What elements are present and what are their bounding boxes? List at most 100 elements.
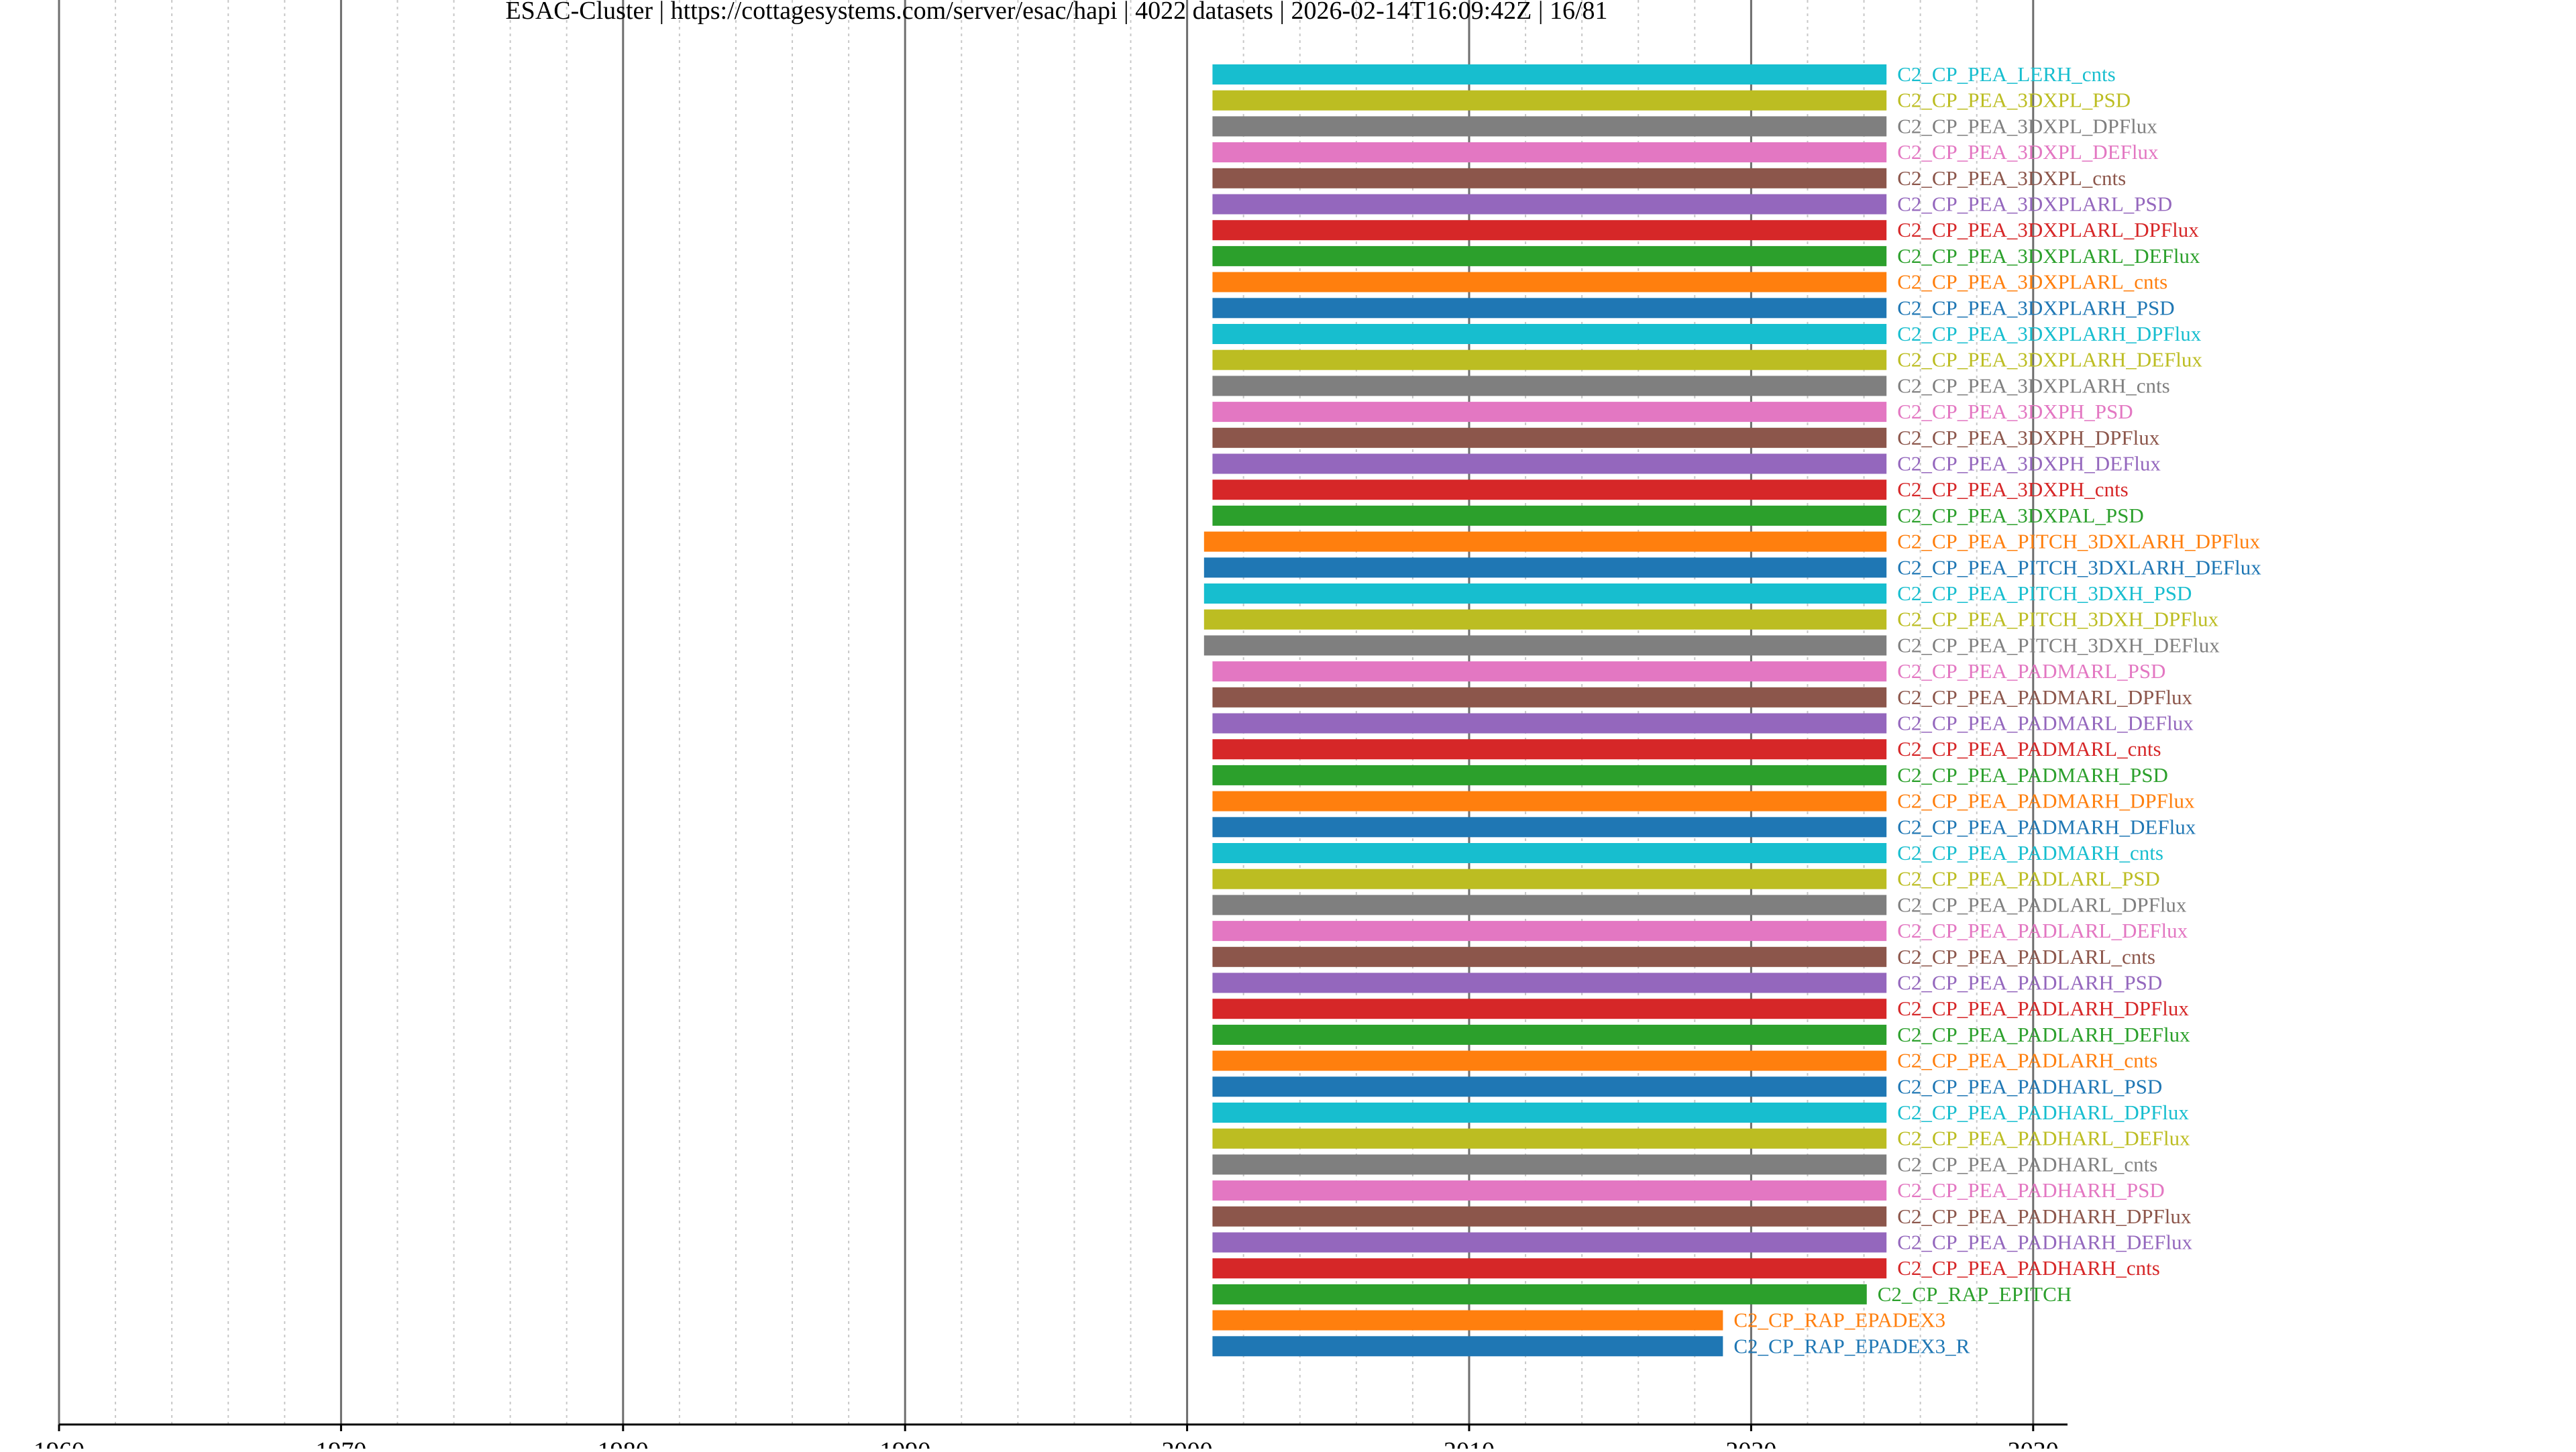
bar-label-C2_CP_PEA_PADHARH_DEFlux: C2_CP_PEA_PADHARH_DEFlux: [1897, 1231, 2192, 1254]
x-tick-label-1980: 1980: [598, 1437, 649, 1449]
bar-C2_CP_PEA_PADLARH_cnts: [1212, 1050, 1887, 1071]
bar-C2_CP_PEA_3DXPL_PSD: [1212, 90, 1887, 111]
x-tick-label-2030: 2030: [2008, 1437, 2059, 1449]
bar-C2_CP_RAP_EPADEX3: [1212, 1310, 1723, 1331]
bar-label-C2_CP_PEA_PADMARL_cnts: C2_CP_PEA_PADMARL_cnts: [1897, 737, 2161, 761]
bar-label-C2_CP_PEA_3DXPL_PSD: C2_CP_PEA_3DXPL_PSD: [1897, 89, 2131, 112]
x-tick-label-2010: 2010: [1444, 1437, 1495, 1449]
bar-C2_CP_PEA_PADMARH_DEFlux: [1212, 817, 1887, 838]
bar-C2_CP_PEA_PADHARH_DEFlux: [1212, 1232, 1887, 1253]
bar-label-C2_CP_PEA_3DXPH_DPFlux: C2_CP_PEA_3DXPH_DPFlux: [1897, 426, 2160, 449]
bar-label-C2_CP_PEA_PADMARH_DEFlux: C2_CP_PEA_PADMARH_DEFlux: [1897, 815, 2196, 838]
bar-C2_CP_PEA_3DXPLARH_DPFlux: [1212, 324, 1887, 344]
chart-title: ESAC-Cluster | https://cottagesystems.co…: [505, 0, 1607, 25]
bar-label-C2_CP_PEA_PADLARH_DPFlux: C2_CP_PEA_PADLARH_DPFlux: [1897, 997, 2189, 1020]
bar-C2_CP_PEA_PADMARL_DEFlux: [1212, 713, 1887, 734]
bar-label-C2_CP_PEA_PADMARL_PSD: C2_CP_PEA_PADMARL_PSD: [1897, 659, 2165, 683]
bar-C2_CP_PEA_PITCH_3DXH_DPFlux: [1203, 609, 1887, 630]
bar-C2_CP_PEA_PITCH_3DXH_DEFlux: [1203, 635, 1887, 656]
bar-label-C2_CP_PEA_PADHARL_DEFlux: C2_CP_PEA_PADHARL_DEFlux: [1897, 1127, 2190, 1150]
bar-label-C2_CP_PEA_3DXPH_PSD: C2_CP_PEA_3DXPH_PSD: [1897, 400, 2133, 423]
bar-C2_CP_PEA_3DXPL_DPFlux: [1212, 116, 1887, 137]
bar-label-C2_CP_PEA_3DXPLARH_PSD: C2_CP_PEA_3DXPLARH_PSD: [1897, 296, 2174, 319]
bar-label-C2_CP_PEA_3DXPLARL_PSD: C2_CP_PEA_3DXPLARL_PSD: [1897, 192, 2172, 216]
bar-label-C2_CP_PEA_PADHARL_PSD: C2_CP_PEA_PADHARL_PSD: [1897, 1074, 2162, 1098]
bar-C2_CP_PEA_3DXPH_DPFlux: [1212, 427, 1887, 448]
bar-C2_CP_PEA_3DXPLARH_PSD: [1212, 298, 1887, 319]
bar-label-C2_CP_PEA_3DXPLARH_DPFlux: C2_CP_PEA_3DXPLARH_DPFlux: [1897, 322, 2202, 345]
bar-C2_CP_PEA_PADLARL_PSD: [1212, 869, 1887, 889]
bar-label-C2_CP_PEA_PITCH_3DXH_DPFlux: C2_CP_PEA_PITCH_3DXH_DPFlux: [1897, 608, 2218, 631]
bar-label-C2_CP_PEA_PADHARL_DPFlux: C2_CP_PEA_PADHARL_DPFlux: [1897, 1101, 2189, 1124]
bar-C2_CP_PEA_3DXPLARL_cnts: [1212, 272, 1887, 292]
bar-C2_CP_PEA_PADHARH_PSD: [1212, 1180, 1887, 1201]
bar-label-C2_CP_PEA_PADHARH_PSD: C2_CP_PEA_PADHARH_PSD: [1897, 1178, 2165, 1202]
bar-label-C2_CP_PEA_3DXPAL_PSD: C2_CP_PEA_3DXPAL_PSD: [1897, 504, 2144, 527]
bar-C2_CP_PEA_PADMARH_cnts: [1212, 843, 1887, 863]
bar-label-C2_CP_RAP_EPITCH: C2_CP_RAP_EPITCH: [1878, 1282, 2072, 1306]
bar-C2_CP_PEA_3DXPL_DEFlux: [1212, 142, 1887, 163]
bar-label-C2_CP_PEA_3DXPLARL_cnts: C2_CP_PEA_3DXPLARL_cnts: [1897, 270, 2167, 294]
bar-C2_CP_PEA_PADLARH_DPFlux: [1212, 999, 1887, 1019]
bar-label-C2_CP_PEA_3DXPLARH_DEFlux: C2_CP_PEA_3DXPLARH_DEFlux: [1897, 348, 2202, 372]
x-axis-ticks: 1960 1970 1980 1990 2000 2010 2020 2030: [34, 1425, 2059, 1452]
bar-label-C2_CP_PEA_PITCH_3DXLARH_DEFlux: C2_CP_PEA_PITCH_3DXLARH_DEFlux: [1897, 555, 2261, 579]
bar-label-C2_CP_PEA_PITCH_3DXH_PSD: C2_CP_PEA_PITCH_3DXH_PSD: [1897, 581, 2192, 605]
bar-C2_CP_PEA_3DXPAL_PSD: [1212, 505, 1887, 526]
dataset-labels: C2_CP_PEA_LERH_cntsC2_CP_PEA_3DXPL_PSDC2…: [1733, 62, 2261, 1357]
bar-label-C2_CP_PEA_PADLARH_DEFlux: C2_CP_PEA_PADLARH_DEFlux: [1897, 1023, 2190, 1046]
bar-label-C2_CP_PEA_3DXPLARL_DEFlux: C2_CP_PEA_3DXPLARL_DEFlux: [1897, 244, 2200, 268]
bar-label-C2_CP_PEA_3DXPL_DEFlux: C2_CP_PEA_3DXPL_DEFlux: [1897, 140, 2159, 164]
bar-C2_CP_PEA_PADHARL_DEFlux: [1212, 1128, 1887, 1149]
bar-C2_CP_PEA_LERH_cnts: [1212, 64, 1887, 85]
bar-label-C2_CP_PEA_PADHARH_DPFlux: C2_CP_PEA_PADHARH_DPFlux: [1897, 1205, 2192, 1228]
bar-label-C2_CP_PEA_PADHARH_cnts: C2_CP_PEA_PADHARH_cnts: [1897, 1256, 2160, 1280]
bar-label-C2_CP_PEA_PADLARL_cnts: C2_CP_PEA_PADLARL_cnts: [1897, 945, 2155, 968]
bar-C2_CP_RAP_EPITCH: [1212, 1284, 1867, 1304]
bar-C2_CP_RAP_EPADEX3_R: [1212, 1336, 1723, 1357]
bar-label-C2_CP_PEA_3DXPLARH_cnts: C2_CP_PEA_3DXPLARH_cnts: [1897, 374, 2170, 397]
bar-label-C2_CP_PEA_PADLARL_DPFlux: C2_CP_PEA_PADLARL_DPFlux: [1897, 893, 2187, 916]
bar-label-C2_CP_PEA_PADLARL_DEFlux: C2_CP_PEA_PADLARL_DEFlux: [1897, 919, 2188, 942]
bar-label-C2_CP_PEA_PADMARL_DEFlux: C2_CP_PEA_PADMARL_DEFlux: [1897, 712, 2194, 735]
bar-C2_CP_PEA_PADMARL_cnts: [1212, 739, 1887, 760]
bar-label-C2_CP_PEA_PADLARL_PSD: C2_CP_PEA_PADLARL_PSD: [1897, 867, 2160, 891]
bar-C2_CP_PEA_3DXPLARH_DEFlux: [1212, 349, 1887, 370]
bar-C2_CP_PEA_3DXPL_cnts: [1212, 168, 1887, 188]
bar-C2_CP_PEA_PITCH_3DXLARH_DEFlux: [1203, 557, 1887, 578]
bar-C2_CP_PEA_PADHARH_cnts: [1212, 1258, 1887, 1279]
bar-C2_CP_PEA_3DXPH_DEFlux: [1212, 453, 1887, 474]
bar-C2_CP_PEA_PADHARL_cnts: [1212, 1154, 1887, 1175]
bar-label-C2_CP_PEA_3DXPH_DEFlux: C2_CP_PEA_3DXPH_DEFlux: [1897, 452, 2161, 476]
bar-label-C2_CP_PEA_3DXPH_cnts: C2_CP_PEA_3DXPH_cnts: [1897, 478, 2129, 501]
bar-C2_CP_PEA_PADMARL_PSD: [1212, 661, 1887, 682]
bar-C2_CP_PEA_PADLARL_DPFlux: [1212, 895, 1887, 915]
x-tick-label-2000: 2000: [1162, 1437, 1213, 1449]
bar-label-C2_CP_PEA_PADMARL_DPFlux: C2_CP_PEA_PADMARL_DPFlux: [1897, 685, 2192, 709]
bar-C2_CP_PEA_PADMARH_PSD: [1212, 765, 1887, 785]
dataset-bars: [1203, 64, 1887, 1357]
bar-C2_CP_PEA_PADLARH_PSD: [1212, 972, 1887, 993]
bar-label-C2_CP_PEA_PADMARH_DPFlux: C2_CP_PEA_PADMARH_DPFlux: [1897, 789, 2195, 813]
bar-label-C2_CP_PEA_3DXPL_cnts: C2_CP_PEA_3DXPL_cnts: [1897, 166, 2126, 190]
bar-label-C2_CP_PEA_PITCH_3DXLARH_DPFlux: C2_CP_PEA_PITCH_3DXLARH_DPFlux: [1897, 530, 2260, 553]
bar-C2_CP_PEA_3DXPLARL_PSD: [1212, 194, 1887, 215]
bar-label-C2_CP_RAP_EPADEX3_R: C2_CP_RAP_EPADEX3_R: [1733, 1334, 1970, 1357]
bar-C2_CP_PEA_PADHARL_DPFlux: [1212, 1103, 1887, 1123]
bar-C2_CP_PEA_3DXPLARL_DEFlux: [1212, 245, 1887, 266]
x-tick-label-1960: 1960: [34, 1437, 85, 1449]
bar-C2_CP_PEA_3DXPH_cnts: [1212, 480, 1887, 500]
bar-label-C2_CP_PEA_PADMARH_cnts: C2_CP_PEA_PADMARH_cnts: [1897, 841, 2163, 864]
bar-label-C2_CP_PEA_3DXPLARL_DPFlux: C2_CP_PEA_3DXPLARL_DPFlux: [1897, 218, 2199, 241]
bar-C2_CP_PEA_PADMARH_DPFlux: [1212, 791, 1887, 812]
bar-C2_CP_PEA_3DXPH_PSD: [1212, 402, 1887, 423]
x-tick-label-1990: 1990: [879, 1437, 930, 1449]
bar-C2_CP_PEA_PADLARL_DEFlux: [1212, 921, 1887, 942]
bar-label-C2_CP_PEA_3DXPL_DPFlux: C2_CP_PEA_3DXPL_DPFlux: [1897, 114, 2157, 137]
bar-label-C2_CP_PEA_PADLARH_PSD: C2_CP_PEA_PADLARH_PSD: [1897, 971, 2162, 995]
bar-C2_CP_PEA_PADLARH_DEFlux: [1212, 1024, 1887, 1045]
bar-C2_CP_PEA_PADHARH_DPFlux: [1212, 1206, 1887, 1227]
x-tick-label-2020: 2020: [1725, 1437, 1776, 1449]
